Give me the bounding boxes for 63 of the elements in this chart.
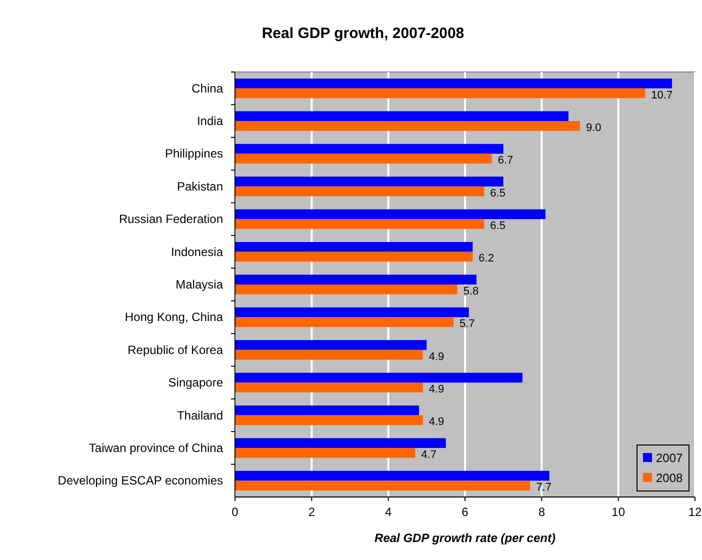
bar (235, 78, 672, 88)
y-tick-label: Malaysia (176, 278, 224, 292)
data-label: 5.8 (463, 285, 479, 298)
data-label: 6.2 (478, 252, 494, 265)
data-label: 7.7 (536, 482, 552, 494)
x-tick-label: 4 (384, 505, 392, 519)
bar (235, 340, 427, 350)
data-label: 4.9 (428, 383, 444, 396)
bar (235, 88, 646, 98)
bar (235, 176, 504, 186)
y-tick-label: Taiwan province of China (88, 440, 224, 455)
bar (235, 448, 416, 458)
y-tick-label: Developing ESCAP economies (58, 474, 223, 488)
bar (235, 186, 484, 196)
bar (235, 121, 580, 131)
bar (235, 252, 473, 262)
bar (235, 317, 454, 327)
bar (235, 274, 476, 284)
y-tick-label: Thailand (176, 408, 223, 422)
bar (235, 219, 484, 229)
legend-label: 2007 (656, 451, 684, 465)
bar (235, 111, 568, 122)
bar (235, 372, 522, 383)
bar (235, 209, 546, 220)
y-tick-label: Indonesia (170, 244, 224, 259)
bar (235, 415, 423, 426)
bar (235, 405, 419, 416)
y-tick-label: Pakistan (176, 179, 223, 194)
x-tick-label: 2 (308, 505, 316, 519)
bar (235, 284, 458, 294)
bar (235, 307, 469, 318)
bar (235, 144, 504, 154)
bar (235, 438, 446, 448)
legend-label: 2008 (656, 471, 684, 485)
y-tick-label: Russian Federation (118, 212, 223, 226)
x-tick-label: 0 (232, 505, 239, 519)
data-label: 4.7 (421, 448, 436, 461)
y-tick-label: Philippines (164, 146, 223, 161)
data-label: 4.9 (428, 416, 444, 428)
bar (235, 242, 473, 252)
x-tick-label: 8 (538, 505, 546, 519)
y-tick-label: Hong Kong, China (124, 310, 224, 324)
y-tick-label: Republic of Korea (128, 342, 224, 357)
x-axis-title: Real GDP growth rate (per cent) (374, 531, 556, 545)
data-label: 4.9 (428, 350, 444, 363)
y-tick-label: India (196, 114, 224, 128)
bar (235, 470, 550, 481)
bar (235, 480, 530, 490)
x-tick-label: 12 (688, 505, 702, 519)
data-label: 6.5 (490, 187, 506, 200)
data-label: 9.0 (586, 122, 602, 134)
bar (235, 154, 492, 164)
y-tick-label: China (192, 81, 224, 96)
chart-title: Real GDP growth, 2007-2008 (262, 25, 464, 42)
x-tick-label: 10 (612, 505, 626, 519)
bar (235, 350, 423, 360)
data-label: 6.5 (490, 220, 506, 232)
data-label: 6.7 (498, 154, 514, 167)
y-tick-label: Singapore (168, 376, 224, 390)
x-tick-label: 6 (462, 505, 469, 519)
bar (235, 382, 423, 392)
data-label: 10.7 (651, 89, 673, 102)
data-label: 5.7 (460, 318, 475, 330)
